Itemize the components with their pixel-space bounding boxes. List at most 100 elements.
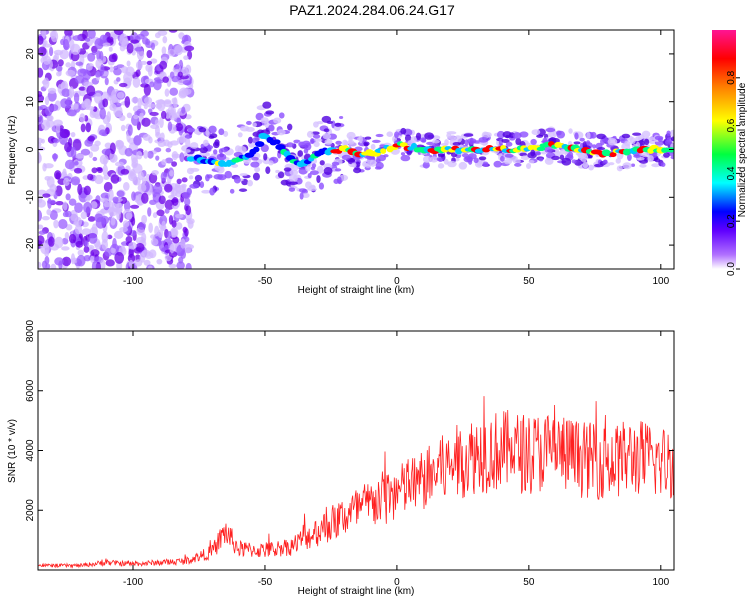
spectral-blob xyxy=(504,153,514,158)
spectral-blob xyxy=(123,182,130,191)
spectral-blob xyxy=(155,103,163,109)
spectral-blob xyxy=(40,243,50,249)
spectral-blob xyxy=(174,213,184,219)
spectral-blob xyxy=(172,236,180,244)
spectral-blob xyxy=(180,250,187,259)
spectral-blob xyxy=(90,201,98,209)
spectral-blob xyxy=(670,136,674,142)
spectral-blob xyxy=(157,140,167,148)
colorbar-label: Normalized spectral amplitude xyxy=(737,82,748,217)
spectral-blob xyxy=(355,161,361,168)
spectral-blob xyxy=(95,71,101,78)
spectral-blob xyxy=(103,201,111,208)
spectral-blob xyxy=(419,137,427,143)
spectral-blob xyxy=(62,168,67,178)
spectral-blob xyxy=(94,241,102,250)
spectral-blob xyxy=(203,139,209,147)
spectral-blob xyxy=(136,33,145,40)
spectral-blob xyxy=(74,216,83,228)
spectral-blob xyxy=(46,114,54,122)
spectral-blob xyxy=(184,134,192,139)
spectral-ridge-blob xyxy=(609,152,617,158)
spectral-blob xyxy=(131,97,139,104)
spectral-blob xyxy=(155,155,160,161)
spectral-blob xyxy=(61,88,71,97)
spectral-blob xyxy=(130,39,140,44)
spectral-blob xyxy=(238,188,248,192)
spectral-blob xyxy=(501,138,510,143)
spectral-blob xyxy=(162,76,169,83)
spectral-blob xyxy=(132,176,141,186)
spectral-blob xyxy=(44,96,50,106)
spectrogram-y-tick-label: 20 xyxy=(25,48,36,60)
spectral-blob xyxy=(146,60,153,65)
spectral-blob xyxy=(73,103,79,110)
spectral-blob xyxy=(519,131,529,138)
spectral-blob xyxy=(152,212,158,219)
spectral-blob xyxy=(303,148,309,154)
spectral-blob xyxy=(540,151,547,155)
spectral-blob xyxy=(311,163,317,168)
spectral-blob xyxy=(116,190,125,198)
figure-title: PAZ1.2024.284.06.24.G17 xyxy=(289,2,455,18)
spectral-blob xyxy=(150,234,156,239)
spectral-blob xyxy=(280,179,289,186)
spectral-blob xyxy=(107,95,113,101)
spectral-blob xyxy=(286,142,295,148)
spectral-blob xyxy=(169,140,179,146)
spectral-blob xyxy=(133,135,142,146)
spectral-blob xyxy=(102,42,111,47)
spectral-blob xyxy=(580,157,587,162)
spectral-blob xyxy=(147,66,153,77)
spectral-blob xyxy=(174,184,182,193)
spectral-blob xyxy=(133,114,139,120)
spectral-blob xyxy=(83,201,92,214)
spectral-blob xyxy=(252,122,257,128)
spectral-blob xyxy=(186,187,192,196)
spectral-blob xyxy=(493,160,502,168)
spectral-blob xyxy=(54,170,62,180)
spectral-blob xyxy=(141,249,151,258)
spectral-blob xyxy=(288,181,299,185)
spectral-blob xyxy=(65,62,72,68)
spectral-blob xyxy=(298,141,307,148)
spectral-blob xyxy=(342,139,348,147)
spectral-blob xyxy=(537,128,546,137)
spectral-blob xyxy=(104,77,109,86)
spectral-blob xyxy=(52,153,58,162)
spectral-blob xyxy=(536,134,544,138)
spectral-blob xyxy=(146,49,153,59)
spectral-blob xyxy=(250,161,260,168)
spectral-blob xyxy=(156,209,165,217)
spectral-blob xyxy=(127,124,133,136)
spectral-blob xyxy=(496,130,505,139)
spectral-blob xyxy=(38,67,44,78)
spectral-blob xyxy=(457,144,464,149)
spectral-blob xyxy=(86,64,93,71)
spectral-blob xyxy=(148,222,153,234)
spectral-blob xyxy=(141,176,147,185)
spectral-blob xyxy=(139,112,144,119)
spectral-blob xyxy=(87,216,96,222)
spectral-blob xyxy=(160,171,167,182)
spectral-blob xyxy=(135,242,145,253)
spectral-blob xyxy=(163,100,172,108)
spectral-blob xyxy=(46,208,52,216)
spectral-blob xyxy=(181,106,186,114)
spectral-blob xyxy=(302,192,310,198)
spectral-blob xyxy=(404,134,412,142)
spectral-blob xyxy=(438,158,443,163)
spectral-blob xyxy=(574,132,579,140)
spectral-blob xyxy=(70,176,81,186)
spectral-blob xyxy=(150,124,160,130)
spectral-blob xyxy=(77,183,83,196)
spectral-blob xyxy=(199,181,205,189)
spectral-blob xyxy=(99,197,109,203)
spectral-blob xyxy=(447,160,457,168)
spectral-blob xyxy=(181,88,192,95)
spectral-blob xyxy=(647,155,654,163)
spectral-blob xyxy=(437,163,445,169)
snr-y-label: SNR (10 * v/v) xyxy=(7,419,18,483)
spectral-blob xyxy=(651,163,661,168)
